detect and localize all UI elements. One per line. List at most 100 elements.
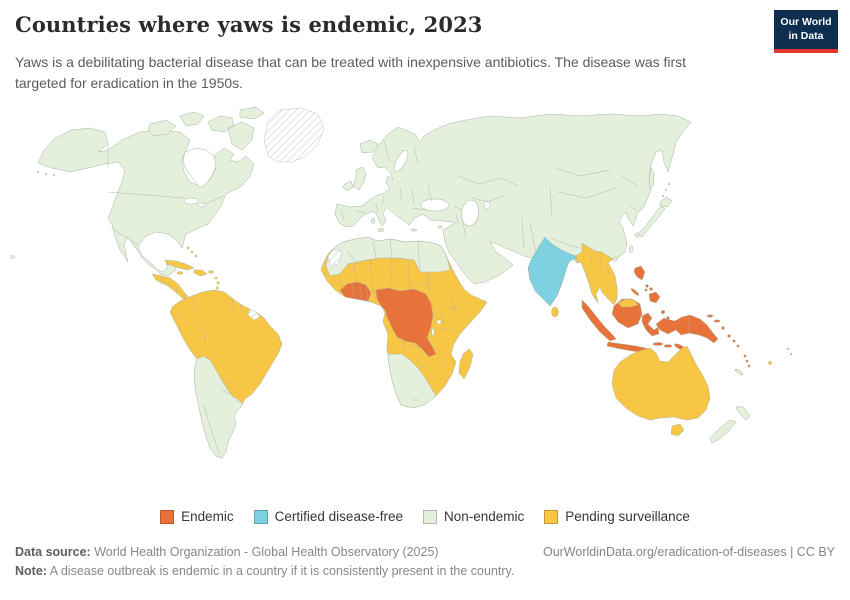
region-japan-kyushu (634, 232, 640, 238)
legend-swatch-pending (544, 509, 559, 524)
region-lesser-antilles[interactable] (214, 276, 218, 280)
region-hainan (612, 256, 618, 262)
region-sicily (377, 228, 385, 232)
region-fiji[interactable] (768, 361, 772, 365)
region-sri-lanka[interactable] (551, 306, 559, 318)
region-hispaniola[interactable] (193, 269, 208, 277)
region-iceland[interactable] (359, 139, 379, 154)
legend-item-pending[interactable]: Pending surveillance (544, 509, 690, 524)
region-visayas (644, 288, 648, 292)
caspian-sea (461, 199, 479, 227)
region-solomon-islands[interactable] (732, 339, 736, 343)
region-new-guinea[interactable] (655, 314, 719, 344)
region-visayas (645, 284, 649, 288)
legend-item-endemic[interactable]: Endemic (160, 509, 234, 524)
region-canadian-arctic-islands[interactable] (147, 106, 265, 151)
map-legend: Endemic Certified disease-free Non-endem… (0, 509, 850, 524)
region-tonga (789, 352, 793, 356)
legend-swatch-endemic (160, 509, 175, 524)
owid-logo[interactable]: Our World in Data (774, 10, 838, 53)
region-vanuatu[interactable] (745, 359, 749, 363)
legend-label-endemic: Endemic (181, 509, 234, 524)
aleutian-islands (44, 172, 48, 176)
region-maluku (660, 309, 666, 315)
region-japan-honshu[interactable] (637, 205, 666, 238)
region-japan-hokkaido[interactable] (659, 196, 673, 208)
page-title: Countries where yaws is endemic, 2023 (15, 12, 483, 37)
region-new-zealand-north[interactable] (735, 405, 751, 421)
lake-tanganyika (431, 327, 435, 337)
owid-url-link[interactable]: OurWorldinData.org/eradication-of-diseas… (542, 545, 835, 559)
region-palawan (630, 288, 640, 296)
note-label: Note: (15, 564, 47, 578)
region-samoa (786, 347, 790, 351)
hudson-bay (182, 147, 217, 189)
chart-subtitle: Yaws is a debilitating bacterial disease… (15, 54, 687, 91)
region-madagascar[interactable] (458, 348, 474, 380)
region-central-africa-endemic[interactable] (375, 287, 437, 358)
region-united-kingdom[interactable] (352, 166, 367, 191)
black-sea (420, 198, 450, 212)
owid-logo-line1: Our World (780, 16, 832, 29)
region-vanuatu[interactable] (747, 364, 751, 368)
region-vanuatu[interactable] (743, 354, 747, 358)
region-malaysian-borneo[interactable] (617, 298, 639, 308)
region-north-america[interactable] (37, 127, 255, 277)
pacific-small-island (10, 255, 16, 259)
region-india[interactable] (527, 236, 580, 307)
region-ireland[interactable] (342, 180, 354, 192)
region-new-zealand-south[interactable] (709, 419, 737, 444)
region-bahamas[interactable] (190, 250, 194, 254)
region-cuba[interactable] (164, 259, 195, 271)
legend-item-non-endemic[interactable]: Non-endemic (422, 509, 525, 524)
world-map (10, 106, 840, 502)
region-north-africa[interactable] (325, 236, 451, 277)
lesotho (413, 396, 419, 402)
region-tasmania[interactable] (670, 423, 685, 437)
chart-footer: Data source: World Health Organization -… (15, 545, 835, 578)
region-jamaica[interactable] (176, 271, 184, 275)
region-new-caledonia (734, 368, 744, 376)
data-source-text: World Health Organization - Global Healt… (90, 545, 439, 559)
great-lakes (183, 197, 199, 205)
region-puerto-rico[interactable] (208, 270, 214, 274)
region-lesser-sunda (663, 344, 673, 348)
region-french-guiana[interactable] (247, 308, 261, 321)
owid-logo-line2: in Data (788, 29, 824, 42)
region-solomon-islands[interactable] (736, 344, 740, 348)
region-mindanao[interactable] (648, 291, 661, 304)
region-south-america-south[interactable] (193, 355, 244, 459)
region-western-sahara[interactable] (327, 248, 343, 267)
region-taiwan[interactable] (628, 245, 634, 253)
region-new-ireland (713, 319, 721, 323)
data-source-label: Data source: (15, 545, 91, 559)
region-sumatra[interactable] (581, 299, 617, 342)
region-greenland[interactable] (263, 107, 325, 163)
region-west-africa-endemic[interactable] (339, 281, 372, 302)
legend-swatch-non-endemic (422, 509, 437, 524)
region-visayas (649, 287, 653, 291)
region-southern-africa[interactable] (387, 353, 437, 409)
region-cyprus (437, 225, 443, 229)
region-new-britain (706, 314, 714, 318)
data-source: Data source: World Health Organization -… (15, 545, 439, 559)
aleutian-islands (36, 170, 40, 174)
kuril-islands (667, 182, 671, 186)
kuril-islands (661, 194, 665, 198)
region-australia[interactable] (611, 345, 711, 421)
region-bahamas[interactable] (194, 254, 198, 258)
region-lesser-sunda (652, 342, 664, 346)
region-lesser-antilles[interactable] (216, 281, 220, 285)
aral-sea (483, 200, 491, 210)
kuril-islands (664, 188, 668, 192)
legend-item-certified[interactable]: Certified disease-free (253, 509, 403, 524)
legend-label-pending: Pending surveillance (565, 509, 690, 524)
region-bahamas[interactable] (186, 246, 190, 250)
legend-label-non-endemic: Non-endemic (443, 509, 525, 524)
region-southeast-asia[interactable] (575, 242, 618, 306)
region-luzon[interactable] (633, 265, 646, 281)
region-solomon-islands[interactable] (727, 334, 731, 338)
region-lesser-antilles[interactable] (215, 286, 219, 290)
country-borders (107, 139, 690, 454)
